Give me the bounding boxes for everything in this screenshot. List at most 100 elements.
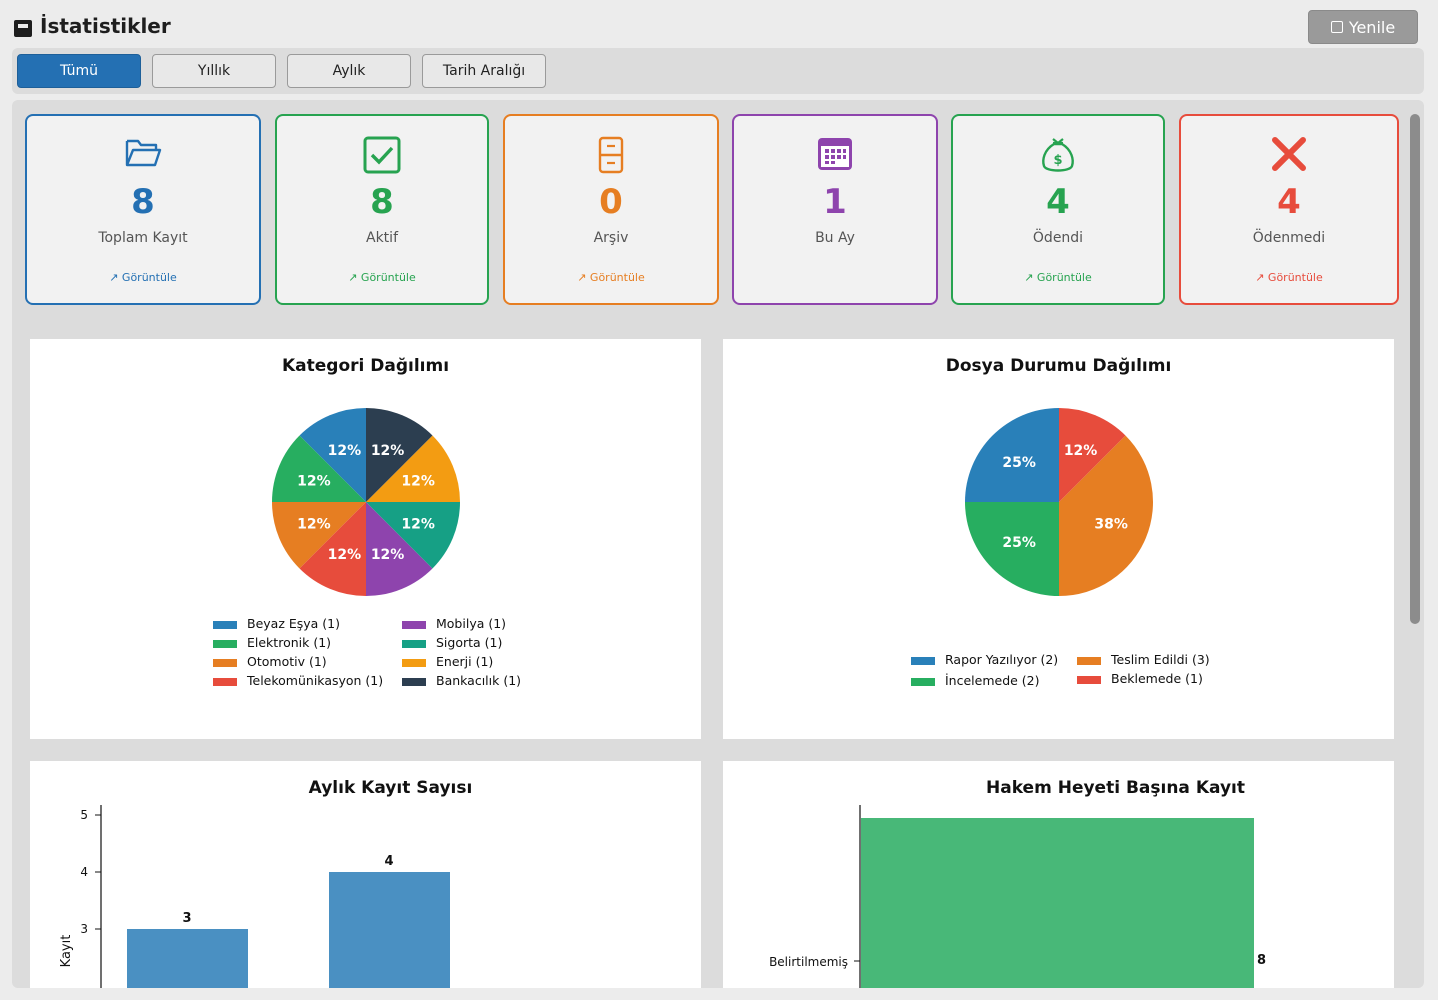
- category-pie-chart: 12% 12% 12% 12% 12% 12% 12% 12%: [272, 408, 460, 596]
- card-value: 8: [131, 182, 155, 222]
- referee-chart-panel: Hakem Heyeti Başına Kayıt Belirtilmemiş 8: [723, 761, 1394, 988]
- pie-slice: [965, 408, 1059, 502]
- pie-slice: [366, 502, 460, 569]
- slice-percent-label: 12%: [371, 443, 405, 459]
- pie-slice: [272, 502, 366, 569]
- legend-swatch: [213, 677, 237, 686]
- slice-percent-label: 12%: [1064, 443, 1098, 459]
- tab-monthly[interactable]: Aylık: [287, 54, 411, 88]
- category-chart-panel: Kategori Dağılımı 12% 12% 12% 12% 12% 12% 12% 1…: [30, 339, 701, 739]
- legend-swatch: [402, 677, 426, 686]
- legend-item: Rapor Yazılıyor (2): [911, 652, 1058, 667]
- slice-percent-label: 12%: [401, 517, 435, 533]
- app-icon: [14, 20, 32, 37]
- slice-percent-label: 12%: [401, 473, 435, 489]
- tab-date-range[interactable]: Tarih Aralığı: [422, 54, 546, 88]
- pie-slice: [1059, 435, 1153, 596]
- bar-value-label: 8: [1257, 953, 1266, 968]
- card-total-records[interactable]: 8 Toplam Kayıt ↗ Görüntüle: [25, 114, 261, 305]
- card-value: 0: [599, 182, 623, 222]
- pie-slice: [366, 408, 433, 502]
- legend-label: Beklemede (1): [1111, 671, 1203, 686]
- vertical-scrollbar[interactable]: [1410, 114, 1420, 624]
- check-box-icon: [277, 136, 487, 174]
- slice-percent-label: 12%: [328, 547, 362, 563]
- archive-cabinet-icon: [505, 136, 717, 174]
- card-view-link[interactable]: ↗ Görüntüle: [109, 271, 177, 284]
- legend-swatch: [1077, 656, 1101, 665]
- statistics-content: 8 Toplam Kayıt ↗ Görüntüle 8 Aktif ↗ Gör…: [12, 100, 1424, 988]
- refresh-button[interactable]: Yenile: [1308, 10, 1418, 44]
- bar: [127, 929, 248, 988]
- legend-swatch: [911, 656, 935, 665]
- y-tick-label: 5: [80, 808, 88, 822]
- slice-percent-label: 25%: [1002, 535, 1036, 551]
- card-value: 8: [370, 182, 394, 222]
- legend-swatch: [911, 677, 935, 686]
- slice-percent-label: 12%: [297, 473, 331, 489]
- card-label: Ödendi: [1032, 230, 1084, 246]
- legend-label: Rapor Yazılıyor (2): [945, 652, 1059, 667]
- page-title: İstatistikler: [40, 14, 171, 38]
- legend-item: Sigorta (1): [402, 635, 502, 650]
- legend-label: Mobilya (1): [436, 616, 507, 631]
- period-tab-bar: Tümü Yıllık Aylık Tarih Aralığı: [12, 48, 1424, 94]
- y-axis-label: Kayıt: [59, 935, 74, 968]
- pie-slice: [272, 435, 366, 502]
- card-value: 4: [1046, 182, 1070, 222]
- pie-slice: [366, 435, 460, 502]
- status-pie-chart: 25% 25% 38% 12%: [965, 408, 1153, 596]
- card-value: 1: [823, 182, 847, 222]
- card-unpaid[interactable]: 4 Ödenmedi ↗ Görüntüle: [1179, 114, 1399, 305]
- card-active[interactable]: 8 Aktif ↗ Görüntüle: [275, 114, 489, 305]
- title-bar: İstatistikler Yenile: [0, 0, 1438, 48]
- legend-label: Otomotiv (1): [247, 654, 327, 669]
- monthly-chart-panel: Aylık Kayıt Sayısı 3 4 5 Kayıt 3 4: [30, 761, 701, 988]
- calendar-icon: [734, 136, 936, 174]
- card-value: 4: [1277, 182, 1301, 222]
- pie-slice: [299, 502, 366, 596]
- card-view-link[interactable]: ↗ Görüntüle: [348, 271, 416, 284]
- legend-swatch: [402, 620, 426, 629]
- card-label: Aktif: [366, 230, 398, 246]
- tab-yearly[interactable]: Yıllık: [152, 54, 276, 88]
- tab-all[interactable]: Tümü: [17, 54, 141, 88]
- legend-swatch: [213, 658, 237, 667]
- slice-percent-label: 12%: [297, 517, 331, 533]
- card-archive[interactable]: 0 Arşiv ↗ Görüntüle: [503, 114, 719, 305]
- legend-label: Telekomünikasyon (1): [247, 673, 384, 688]
- bar-value-label: 3: [182, 911, 191, 926]
- legend-item: Elektronik (1): [213, 635, 331, 650]
- card-label: Ödenmedi: [1252, 230, 1326, 246]
- card-view-link[interactable]: ↗ Görüntüle: [577, 271, 645, 284]
- pie-slice: [1059, 408, 1126, 502]
- legend-item: İncelemede (2): [911, 673, 1040, 688]
- refresh-icon: [1330, 21, 1343, 33]
- legend-label: Elektronik (1): [247, 635, 332, 650]
- refresh-button-label: Yenile: [1348, 17, 1396, 37]
- card-view-link[interactable]: ↗ Görüntüle: [1024, 271, 1092, 284]
- legend-label: Bankacılık (1): [436, 673, 522, 688]
- category-label: Belirtilmemiş: [769, 955, 848, 969]
- legend-label: Sigorta (1): [436, 635, 503, 650]
- folder-open-icon: [27, 136, 259, 174]
- bar-value-label: 4: [384, 854, 393, 869]
- legend-label: Enerji (1): [436, 654, 494, 669]
- legend-item: Otomotiv (1): [213, 654, 327, 669]
- money-bag-icon: $: [953, 136, 1163, 174]
- legend-swatch: [402, 639, 426, 648]
- card-view-link[interactable]: ↗ Görüntüle: [1255, 271, 1323, 284]
- legend-label: Beyaz Eşya (1): [247, 616, 341, 631]
- legend-item: Beklemede (1): [1077, 671, 1203, 686]
- legend-swatch: [213, 639, 237, 648]
- legend-label: Teslim Edildi (3): [1111, 652, 1210, 667]
- chart-title: Aylık Kayıt Sayısı: [308, 778, 473, 798]
- legend-item: Mobilya (1): [402, 616, 506, 631]
- card-this-month[interactable]: 1 Bu Ay: [732, 114, 938, 305]
- legend-swatch: [213, 620, 237, 629]
- svg-text:$: $: [1053, 153, 1062, 168]
- bar: [329, 872, 450, 988]
- card-label: Arşiv: [593, 230, 629, 246]
- card-paid[interactable]: $ 4 Ödendi ↗ Görüntüle: [951, 114, 1165, 305]
- legend-item: Telekomünikasyon (1): [213, 673, 383, 688]
